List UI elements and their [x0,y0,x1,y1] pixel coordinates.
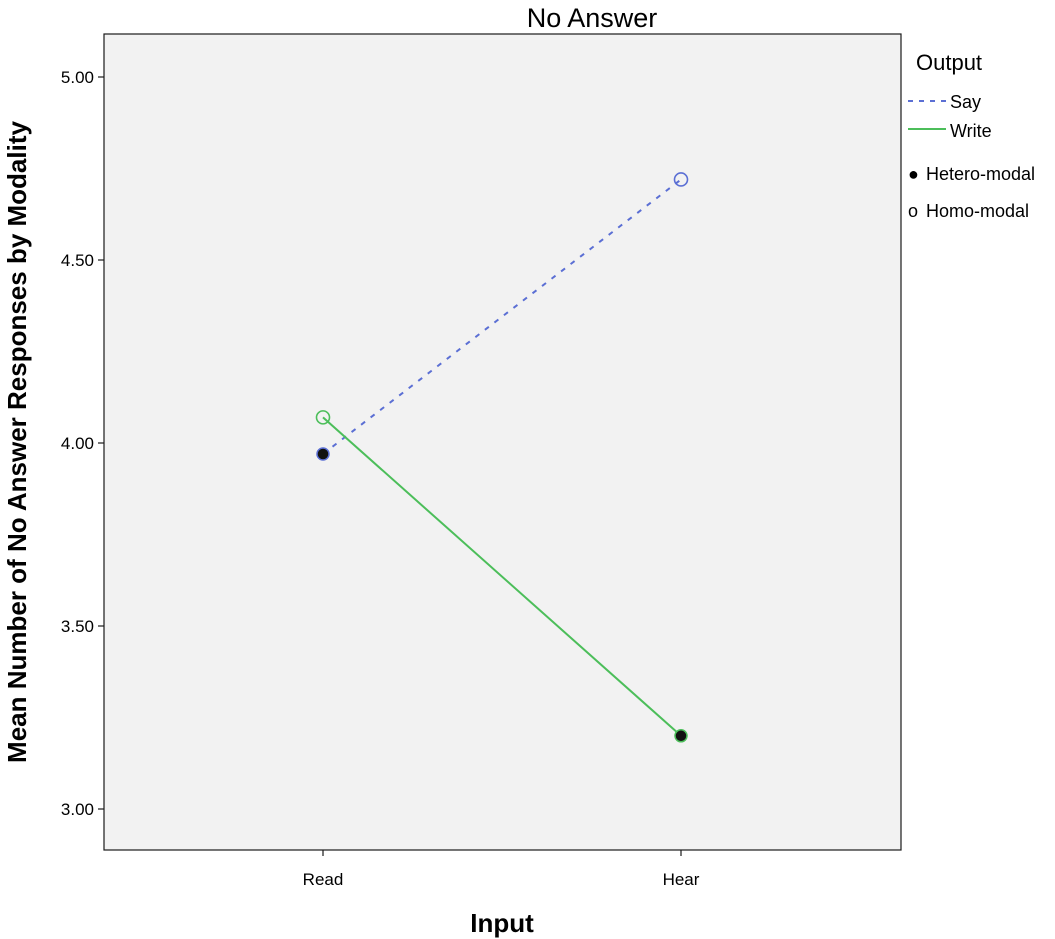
plot-area [103,33,902,851]
legend-hetero-label: Hetero-modal [926,164,1035,184]
chart-title: No Answer [527,3,658,33]
legend-homo-symbol: o [908,201,918,221]
y-axis-title: Mean Number of No Answer Responses by Mo… [2,121,32,763]
series-line-say [322,178,682,455]
legend-hetero-symbol: ● [908,164,919,184]
legend-homo-label: Homo-modal [926,201,1029,221]
legend-say-label: Say [950,92,981,112]
x-axis-title: Input [470,908,534,938]
x-tick-label: Hear [663,870,700,889]
legend-title: Output [916,50,982,75]
series-line-write [322,416,682,737]
data-point-write-read [315,410,331,425]
data-point-say-hear [673,172,689,187]
y-tick-label: 4.00 [61,434,94,453]
series-layer [315,172,689,743]
y-tick-label: 4.50 [61,251,94,270]
data-point-write-hear [674,729,688,743]
data-point-say-read [316,447,330,461]
y-tick-label: 3.50 [61,617,94,636]
y-axis: 3.00 3.50 4.00 4.50 5.00 [61,68,104,819]
x-axis: Read Hear [303,850,700,889]
x-tick-label: Read [303,870,344,889]
y-tick-label: 3.00 [61,800,94,819]
y-tick-label: 5.00 [61,68,94,87]
legend: Output Say Write ● Hetero-modal o Homo-m… [908,50,1035,221]
legend-write-label: Write [950,121,992,141]
